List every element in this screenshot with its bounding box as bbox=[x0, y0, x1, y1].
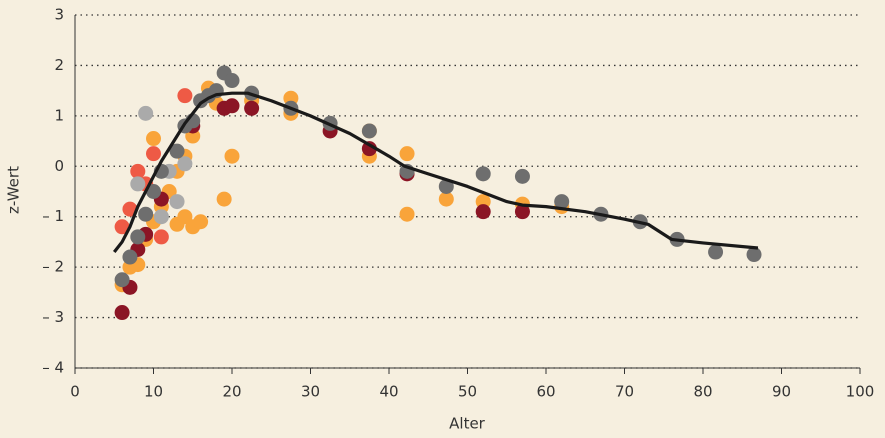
y-tick-label: 2 bbox=[54, 56, 64, 74]
trend-line bbox=[112, 91, 759, 253]
x-tick-label: 70 bbox=[615, 383, 634, 401]
x-tick-label: 90 bbox=[772, 383, 791, 401]
data-point bbox=[438, 191, 454, 207]
data-point bbox=[114, 305, 130, 321]
x-tick-label: 20 bbox=[222, 383, 241, 401]
y-tick-label: – 3 bbox=[42, 308, 64, 326]
y-tick-label: 1 bbox=[54, 106, 64, 124]
x-tick-label: 30 bbox=[301, 383, 320, 401]
x-tick-label: 100 bbox=[846, 383, 875, 401]
y-tick-label: – 2 bbox=[42, 258, 64, 276]
data-point bbox=[475, 204, 491, 220]
x-tick-label: 0 bbox=[70, 383, 80, 401]
y-axis-label: z-Wert bbox=[5, 166, 23, 214]
data-point bbox=[153, 229, 169, 245]
x-tick-label: 40 bbox=[379, 383, 398, 401]
data-point bbox=[146, 184, 161, 199]
data-point bbox=[224, 73, 240, 89]
data-point bbox=[153, 209, 169, 225]
data-point bbox=[146, 131, 161, 147]
y-tick-label: 0 bbox=[54, 157, 64, 175]
y-tick-label: 3 bbox=[54, 6, 64, 24]
data-point bbox=[138, 206, 154, 222]
data-point bbox=[438, 178, 454, 194]
data-point bbox=[130, 176, 146, 192]
data-point bbox=[514, 168, 530, 184]
data-point bbox=[216, 191, 232, 207]
data-point bbox=[554, 194, 570, 210]
data-point bbox=[193, 214, 209, 230]
data-point bbox=[224, 148, 240, 164]
data-point bbox=[224, 98, 240, 114]
data-point bbox=[177, 156, 193, 172]
y-tick-label: – 4 bbox=[42, 359, 64, 377]
data-point bbox=[708, 244, 724, 260]
data-point bbox=[122, 249, 138, 265]
data-point bbox=[138, 105, 154, 121]
data-point bbox=[361, 123, 377, 139]
data-point bbox=[114, 272, 130, 288]
x-tick-label: 10 bbox=[144, 383, 163, 401]
data-point bbox=[114, 219, 130, 235]
y-tick-label: – 1 bbox=[42, 207, 64, 225]
data-point bbox=[399, 146, 415, 162]
x-tick-label: 60 bbox=[536, 383, 555, 401]
data-point bbox=[746, 247, 762, 263]
data-point bbox=[361, 141, 377, 157]
data-point bbox=[130, 163, 146, 179]
data-point bbox=[399, 206, 415, 222]
x-tick-label: 50 bbox=[458, 383, 477, 401]
data-point bbox=[475, 166, 491, 182]
data-point bbox=[130, 229, 146, 245]
data-point bbox=[177, 88, 193, 104]
data-point bbox=[177, 209, 193, 225]
data-point bbox=[169, 143, 185, 159]
data-point bbox=[514, 204, 530, 220]
x-tick-label: 80 bbox=[693, 383, 712, 401]
data-point bbox=[169, 194, 185, 210]
data-point bbox=[146, 146, 161, 162]
x-axis-label: Alter bbox=[449, 415, 486, 433]
data-point bbox=[244, 100, 260, 116]
